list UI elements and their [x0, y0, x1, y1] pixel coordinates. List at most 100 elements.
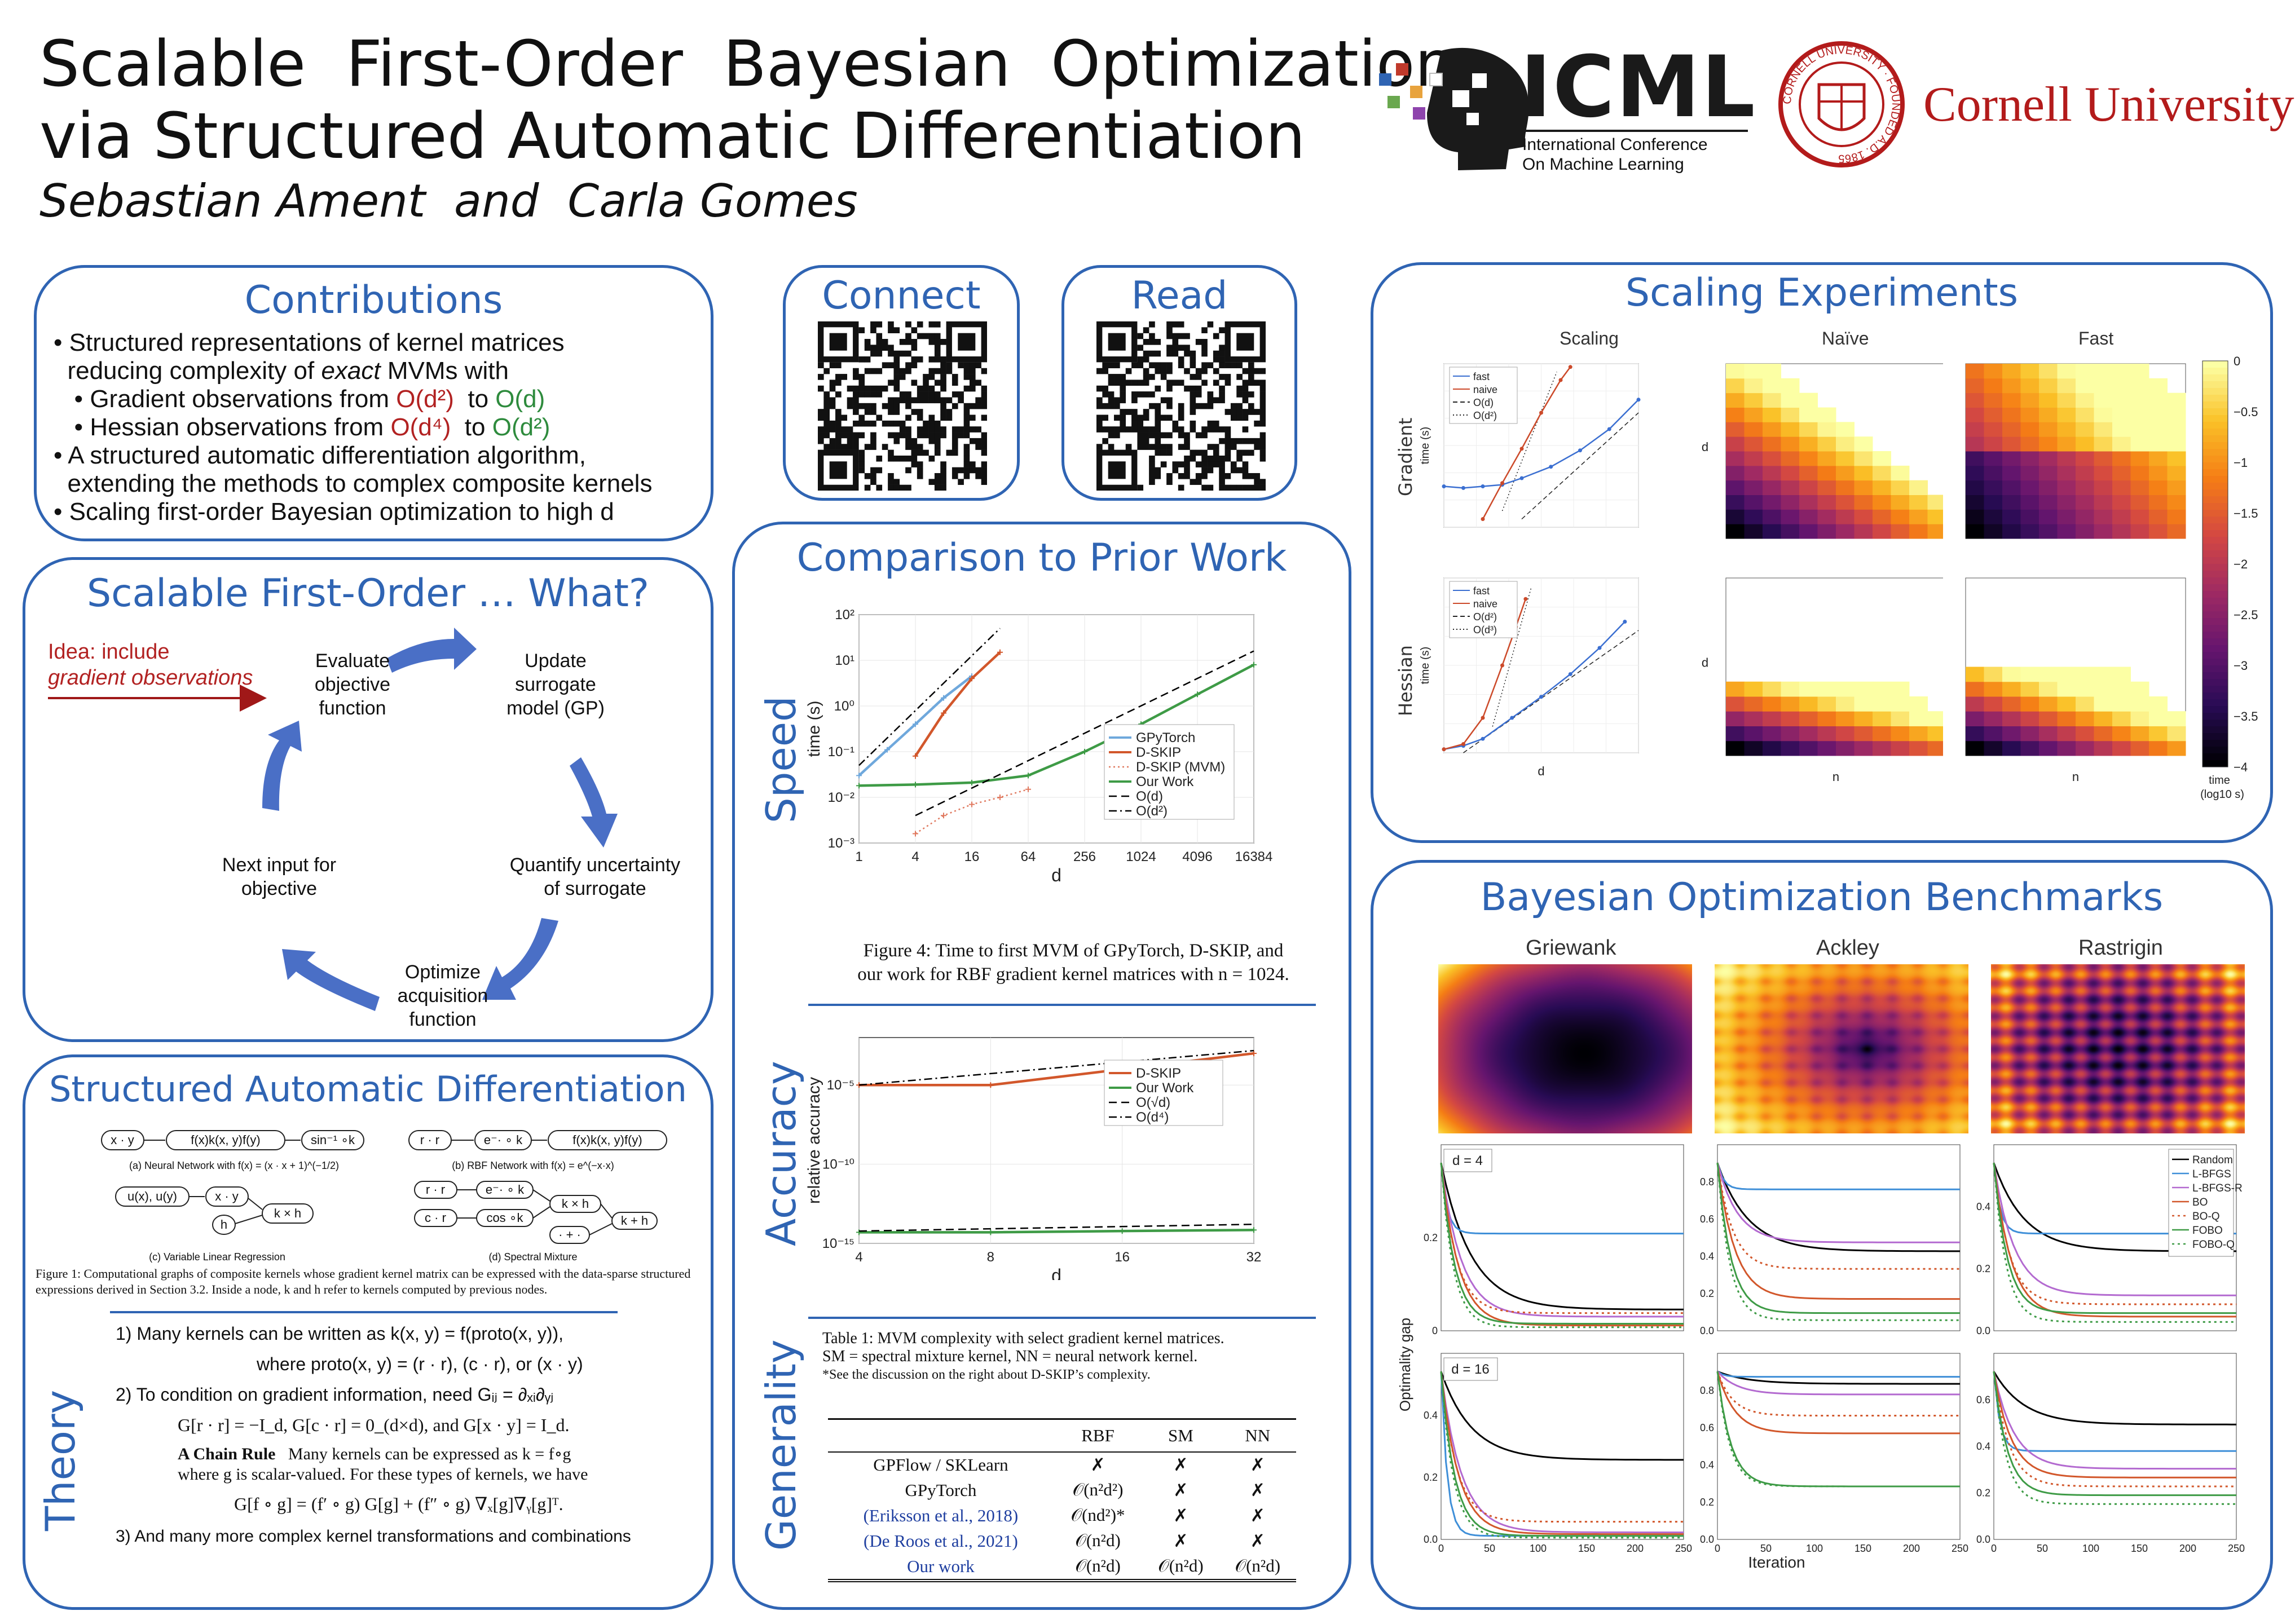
node-d-sum: · + · — [558, 1228, 581, 1242]
bo-x-tick: 150 — [2131, 1543, 2148, 1554]
heatmap-cell — [2039, 392, 2058, 408]
heatmap-cell — [2020, 407, 2039, 422]
heatmap-cell — [2112, 524, 2131, 539]
heatmap-cell — [1726, 726, 1745, 742]
read-qr-code[interactable] — [1096, 321, 1266, 491]
series-line — [859, 1229, 1254, 1234]
scaling-col-title-2: Naïve — [1822, 328, 1869, 348]
heatmap-cell — [1854, 524, 1873, 539]
heatmap-cell — [2130, 681, 2149, 697]
theory-body: 1) Many kernels can be written as k(x, y… — [87, 1322, 708, 1548]
heatmap-cell — [2020, 681, 2039, 697]
table1-caption: Table 1: MVM complexity with select grad… — [822, 1330, 1224, 1382]
heatmap-cell — [2020, 711, 2039, 726]
heatmap-cell — [1781, 681, 1800, 697]
contrib-bullet-1b: reducing complexity of exact MVMs with — [67, 357, 509, 385]
poster-title: Scalable First-Order Bayesian Optimizati… — [39, 28, 1455, 173]
colorbar-cell — [2203, 476, 2228, 483]
heatmap-cell — [1817, 465, 1836, 481]
colorbar-cell — [2203, 564, 2228, 571]
heatmap-cell — [2112, 436, 2131, 452]
heatmap-cell — [2039, 740, 2058, 756]
connect-qr-code[interactable] — [818, 321, 987, 491]
heatmap-cell — [1984, 422, 2003, 437]
heatmap-cell — [1984, 495, 2003, 510]
heatmap-cell — [1817, 495, 1836, 510]
x-tick-label: 1 — [855, 849, 862, 864]
colorbar-cell — [2203, 503, 2228, 510]
heatmap-cell — [2130, 495, 2149, 510]
heatmap-cell — [1836, 681, 1854, 697]
scaling-panel: Scaling Experiments Scaling Naïve Fast G… — [1371, 262, 2273, 843]
heatmap-cell — [1966, 524, 1984, 539]
cycle-node-optimize: Optimize acquisition function — [397, 961, 488, 1030]
legend-label: Our Work — [1136, 1080, 1194, 1096]
heatmap-cell — [1966, 422, 1984, 437]
time-colorbar: 0 −0.5 −1 −1.5 −2 −2.5 −3 −3.5 −4 time(log10 s) — [2200, 354, 2258, 801]
bo-y-tick: 0.6 — [1700, 1422, 1714, 1433]
table-cell: ✗ — [1250, 1530, 1265, 1551]
heatmap-cell — [1836, 465, 1854, 481]
heatmap-cell — [2149, 392, 2168, 408]
heatmap-cell — [2057, 667, 2076, 682]
table-cell: 𝒪(nd²)* — [1071, 1505, 1125, 1525]
heatmap-cell — [1726, 465, 1745, 481]
heatmap-cell — [1927, 524, 1943, 539]
heatmap-cell — [1836, 495, 1854, 510]
heatmap-cell — [2020, 378, 2039, 394]
x-axis-label: d — [1538, 764, 1544, 778]
legend-label: D-SKIP — [1136, 745, 1181, 760]
colorbar-label: time — [2209, 774, 2230, 787]
bo-x-tick: 100 — [1806, 1543, 1823, 1554]
colorbar-cell — [2203, 571, 2228, 578]
heatmap-cell — [2002, 509, 2021, 524]
title-line-1: Scalable First-Order Bayesian Optimizati… — [39, 28, 1455, 101]
heatmap-cell — [2057, 509, 2076, 524]
node-d-kplush: k + h — [621, 1213, 648, 1228]
colorbar-cell — [2203, 429, 2228, 436]
heatmap-cell — [2167, 524, 2186, 539]
heatmap-cell — [2130, 378, 2149, 394]
heatmap-cell — [2149, 436, 2168, 452]
heatmap-cell — [1984, 378, 2003, 394]
legend-label: L-BFGS — [2192, 1168, 2231, 1180]
x-tick-label: 16384 — [1235, 849, 1273, 864]
fast-point — [1578, 448, 1582, 453]
contributions-panel: Contributions • Structured representatio… — [34, 265, 713, 541]
ref-line — [1521, 412, 1639, 520]
heatmap-cell — [1781, 495, 1800, 510]
node-b-fkf: f(x)k(x, y)f(y) — [572, 1133, 642, 1147]
colorbar-cell — [2203, 469, 2228, 476]
heatmap-cell — [2149, 524, 2168, 539]
heatmap-cell — [2130, 436, 2149, 452]
heatmap-cell — [1799, 726, 1818, 742]
bo-series-line — [1993, 1371, 2237, 1470]
colorbar-cell — [2203, 442, 2228, 449]
complexity-table: RBF SM NN GPFlow / SKLearn ✗ ✗ ✗ GPyTorch 𝒪(n… — [828, 1418, 1296, 1582]
heatmap-cell — [2112, 407, 2131, 422]
heatmap-cell — [2057, 681, 2076, 697]
heatmap-cell — [2130, 480, 2149, 495]
heatmap-cell — [1763, 509, 1781, 524]
bo-series-line — [1716, 1371, 1960, 1488]
comparison-title: Comparison to Prior Work — [796, 536, 1287, 580]
rastrigin-surface — [1991, 964, 2245, 1133]
heatmap-cell — [1984, 465, 2003, 481]
heatmap-cell — [1966, 681, 1984, 697]
colorbar-cell — [2203, 611, 2228, 619]
bo-series-line — [1993, 1371, 2236, 1452]
heatmap-cell — [2020, 495, 2039, 510]
heatmap-cell — [1744, 495, 1763, 510]
time-axis-label: time (s) — [1419, 647, 1431, 685]
heatmap-cell — [2149, 407, 2168, 422]
heatmap-cell — [2094, 740, 2113, 756]
table-cell: ✗ — [1173, 1505, 1188, 1525]
naive-point — [1539, 411, 1543, 415]
node-d-rr: r · r — [426, 1182, 445, 1197]
colorbar-cell — [2203, 456, 2228, 463]
connect-panel: Connect — [783, 265, 1020, 501]
node-a-xy: x · y — [111, 1133, 134, 1147]
table-cell: (De Roos et al., 2021) — [864, 1530, 1018, 1551]
heatmap-cell — [1891, 524, 1910, 539]
heatmap-cell — [1966, 465, 1984, 481]
